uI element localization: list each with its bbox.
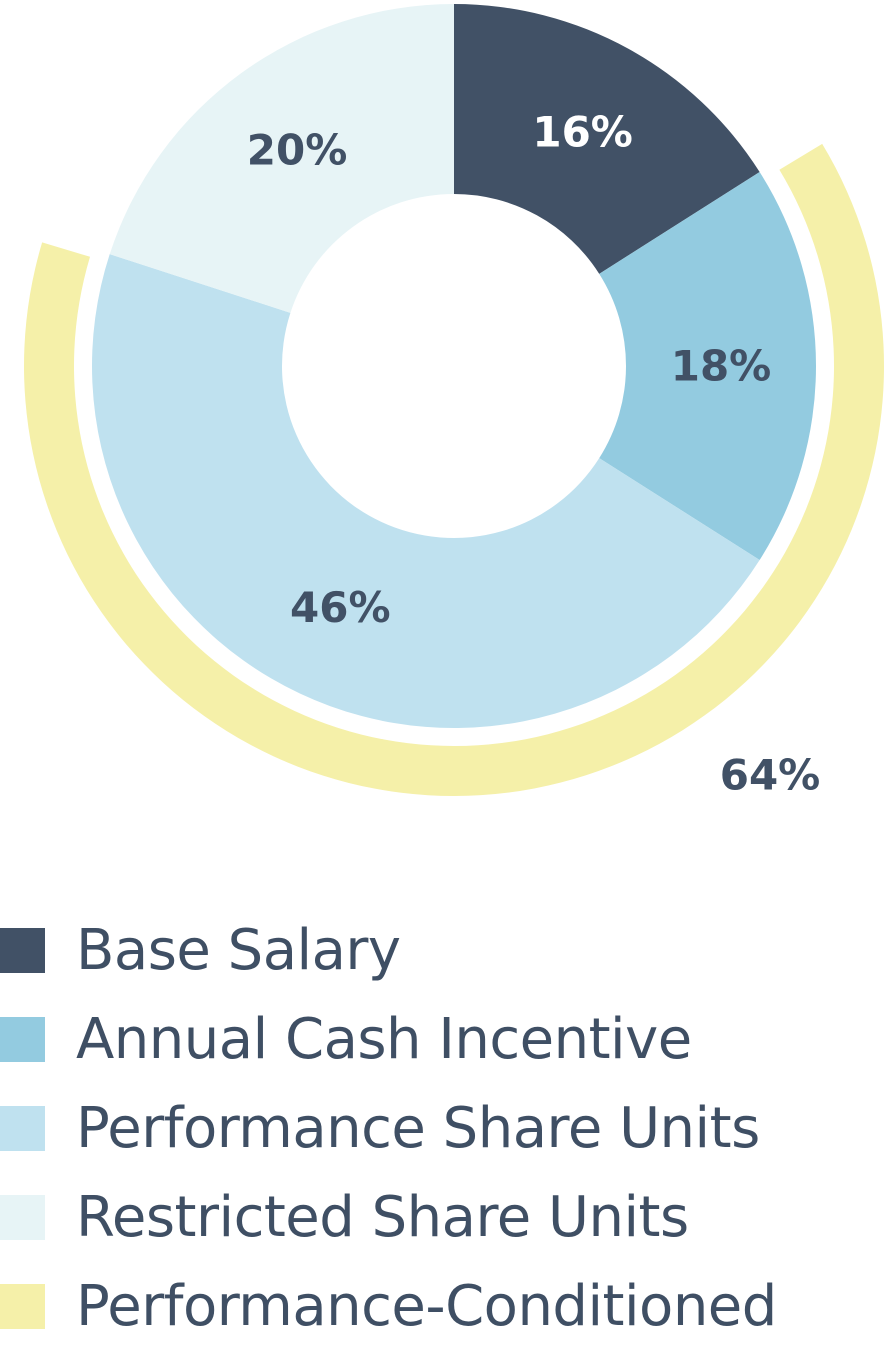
slice-restricted-share-units [109,4,455,313]
legend-swatch-performance-share-units [0,1106,45,1151]
chart-legend: Base Salary Annual Cash Incentive Perfor… [0,906,884,1351]
legend-swatch-base-salary [0,928,45,973]
legend-item-restricted-share-units: Restricted Share Units [0,1173,884,1262]
legend-swatch-annual-cash-incentive [0,1017,45,1062]
slice-performance-share-units [91,254,760,729]
slice-base-salary [454,4,760,274]
slice-label-performance-share-units: 46% [290,583,391,632]
legend-swatch-performance-conditioned [0,1284,45,1329]
legend-item-base-salary: Base Salary [0,906,884,995]
legend-label-restricted-share-units: Restricted Share Units [76,1185,689,1250]
slice-label-annual-cash-incentive: 18% [671,342,772,391]
slice-label-base-salary: 16% [532,108,633,157]
legend-item-performance-conditioned: Performance-Conditioned [0,1262,884,1351]
outer-arc-label: 64% [720,751,821,800]
slice-label-restricted-share-units: 20% [247,125,348,174]
legend-label-annual-cash-incentive: Annual Cash Incentive [76,1007,692,1072]
legend-label-performance-conditioned: Performance-Conditioned [76,1274,777,1339]
legend-item-annual-cash-incentive: Annual Cash Incentive [0,995,884,1084]
legend-swatch-restricted-share-units [0,1195,45,1240]
legend-label-base-salary: Base Salary [76,918,401,983]
slice-annual-cash-incentive [599,172,817,560]
legend-label-performance-share-units: Performance Share Units [76,1096,760,1161]
donut-chart: 16% 18% 46% 20% 64% [24,4,884,800]
legend-item-performance-share-units: Performance Share Units [0,1084,884,1173]
